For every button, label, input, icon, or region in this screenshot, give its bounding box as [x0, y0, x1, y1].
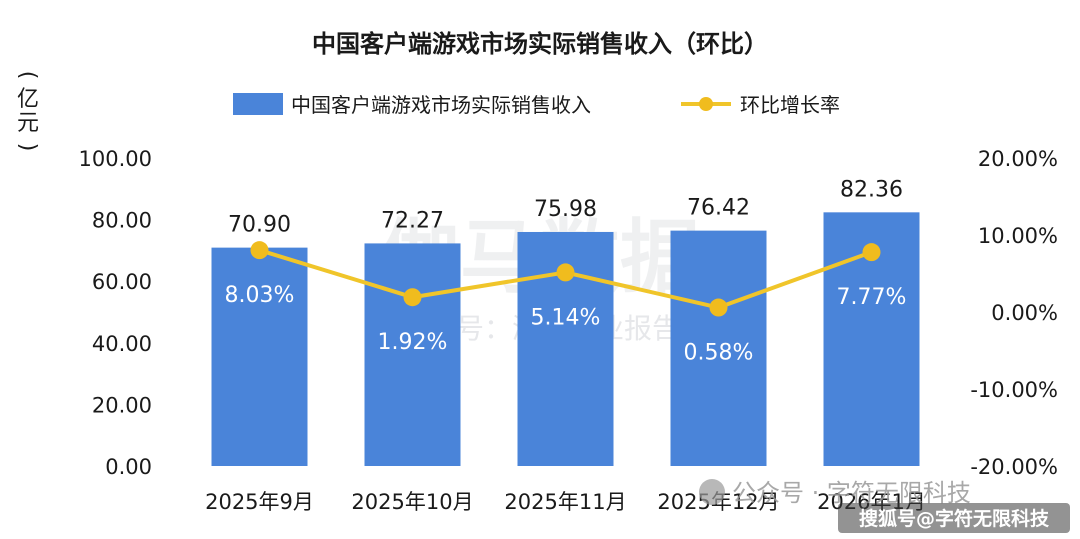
growth-rate-label: 8.03%: [225, 283, 295, 308]
y-tick-label: 60.00: [92, 270, 152, 294]
legend-line-marker: [699, 97, 713, 111]
y-axis-unit: ( 亿元): [15, 71, 40, 152]
x-tick-label: 2025年10月: [351, 490, 473, 514]
y2-tick-label: 0.00%: [991, 301, 1058, 325]
y-axis-left: 0.00 20.00 40.00 60.00 80.00 100.00: [79, 147, 152, 479]
source-watermark: 公众号 · 字符无限科技: [699, 479, 971, 507]
growth-rate-point: [862, 243, 881, 262]
y-tick-label: 40.00: [92, 332, 152, 356]
y2-tick-label: -20.00%: [970, 455, 1058, 479]
y2-tick-label: 10.00%: [978, 224, 1058, 248]
y-axis-unit-char: ): [15, 143, 40, 152]
bar-value-label: 72.27: [381, 208, 444, 233]
bar-value-label: 76.42: [687, 196, 750, 221]
bar-value-label: 82.36: [840, 177, 903, 202]
y-axis-unit-char: 亿: [17, 87, 39, 112]
growth-rate-label: 7.77%: [837, 285, 907, 310]
growth-rate-point: [403, 288, 422, 307]
growth-rate-label: 5.14%: [531, 305, 601, 330]
x-tick-label: 2025年11月: [504, 490, 626, 514]
y-tick-label: 0.00: [105, 455, 152, 479]
growth-rate-point: [556, 263, 575, 282]
growth-rate-point: [250, 241, 269, 260]
growth-rate-point: [709, 298, 728, 317]
bar: [364, 243, 461, 466]
wechat-icon: [699, 479, 725, 505]
y2-tick-label: 20.00%: [978, 147, 1058, 171]
sohu-badge-text: 搜狐号@字符无限科技: [859, 507, 1050, 530]
chart-title: 中国客户端游戏市场实际销售收入（环比）: [312, 30, 768, 58]
legend: 中国客户端游戏市场实际销售收入 环比增长率: [233, 93, 840, 117]
bar: [670, 230, 767, 466]
line-series: 8.03% 1.92% 5.14% 0.58% 7.77%: [225, 241, 907, 366]
x-axis: 2025年9月2025年10月2025年11月2025年12月2026年1月: [205, 490, 926, 514]
legend-bar-label: 中国客户端游戏市场实际销售收入: [291, 93, 591, 117]
growth-rate-label: 1.92%: [378, 330, 448, 355]
legend-line-label: 环比增长率: [740, 93, 840, 117]
sohu-badge-bg: [838, 503, 1070, 533]
y-axis-unit-char: 元: [17, 111, 39, 136]
y-axis-right: -20.00% -10.00% 0.00% 10.00% 20.00%: [970, 147, 1058, 479]
growth-rate-label: 0.58%: [684, 341, 754, 366]
y-tick-label: 80.00: [92, 209, 152, 233]
x-tick-label: 2025年9月: [205, 490, 314, 514]
y-tick-label: 20.00: [92, 393, 152, 417]
bar: [211, 247, 308, 466]
y2-tick-label: -10.00%: [970, 378, 1058, 402]
bar-value-label: 75.98: [534, 197, 597, 222]
watermark-corner-source: 公众号 · 字符无限科技: [732, 479, 971, 507]
bar-value-label: 70.90: [228, 213, 291, 238]
legend-bar-swatch: [233, 93, 283, 115]
y-axis-unit-char: (: [15, 71, 40, 80]
y-tick-label: 100.00: [79, 147, 152, 171]
sohu-badge: 搜狐号@字符无限科技: [838, 503, 1070, 533]
